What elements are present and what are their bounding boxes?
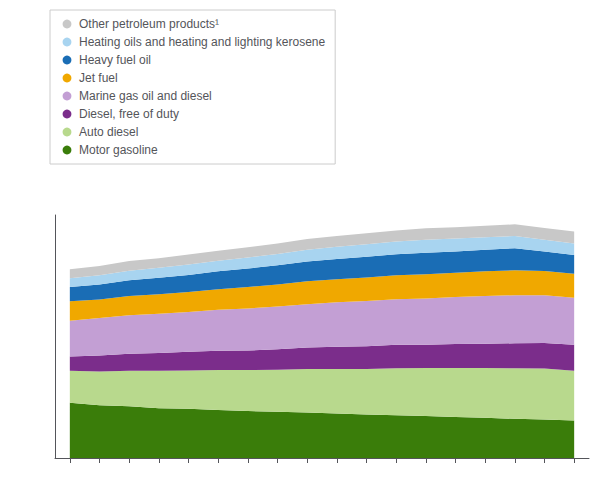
svg-text:Diesel, free of duty: Diesel, free of duty	[79, 107, 179, 121]
svg-text:Heating oils and heating and l: Heating oils and heating and lighting ke…	[79, 35, 326, 49]
svg-text:Marine gas oil and diesel: Marine gas oil and diesel	[79, 89, 212, 103]
svg-text:Heavy fuel oil: Heavy fuel oil	[79, 53, 151, 67]
svg-text:Other petroleum products¹: Other petroleum products¹	[79, 17, 219, 31]
svg-text:Auto diesel: Auto diesel	[79, 125, 138, 139]
svg-text:Motor gasoline: Motor gasoline	[79, 143, 158, 157]
svg-text:Jet fuel: Jet fuel	[79, 71, 118, 85]
